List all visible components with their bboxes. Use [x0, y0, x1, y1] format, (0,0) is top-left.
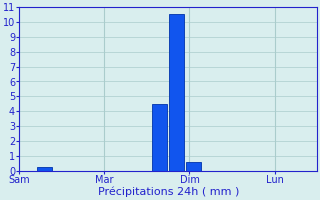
- Bar: [37, 167, 52, 171]
- Bar: [169, 14, 184, 171]
- X-axis label: Précipitations 24h ( mm ): Précipitations 24h ( mm ): [98, 187, 239, 197]
- Bar: [152, 104, 167, 171]
- Bar: [186, 162, 201, 171]
